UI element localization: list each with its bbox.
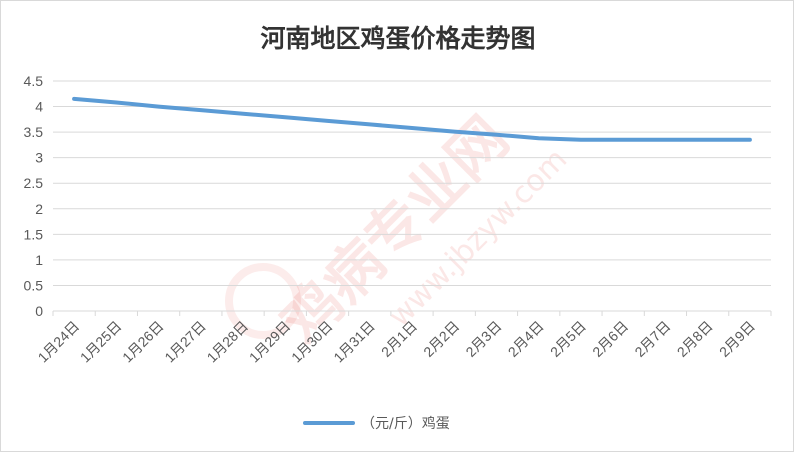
series-line (74, 99, 750, 140)
x-tick-label: 1月26日 (119, 318, 167, 366)
y-tick-label: 3.5 (24, 124, 44, 140)
y-axis-ticks: 0 0.5 1 1.5 2 2.5 3 3.5 4 4.5 (24, 73, 44, 319)
y-tick-label: 4 (35, 99, 43, 115)
y-tick-label: 0 (35, 303, 43, 319)
x-tick-label: 2月6日 (589, 318, 631, 360)
legend-label: （元/斤）鸡蛋 (361, 415, 450, 432)
series-lines (74, 99, 750, 140)
x-tick-label: 1月24日 (35, 318, 83, 366)
legend: （元/斤）鸡蛋 (305, 415, 450, 432)
x-tick-label: 2月4日 (505, 318, 547, 360)
x-tick-label: 2月9日 (716, 318, 758, 360)
y-tick-label: 2 (35, 201, 43, 217)
y-tick-label: 2.5 (24, 175, 44, 191)
x-tick-label: 1月27日 (161, 318, 209, 366)
x-tick-label: 2月5日 (547, 318, 589, 360)
chart-title: 河南地区鸡蛋价格走势图 (260, 24, 535, 53)
x-tick-label: 2月2日 (420, 318, 462, 360)
x-tick-label: 2月7日 (631, 318, 673, 360)
y-tick-label: 1 (35, 252, 43, 268)
x-tick-label: 2月8日 (674, 318, 716, 360)
y-tick-label: 4.5 (24, 73, 44, 89)
x-tick-label: 1月28日 (204, 318, 252, 366)
y-tick-label: 0.5 (24, 277, 44, 293)
x-tick-label: 1月29日 (246, 318, 294, 366)
y-tick-label: 3 (35, 150, 43, 166)
y-tick-label: 1.5 (24, 226, 44, 242)
x-tick-label: 2月3日 (462, 318, 504, 360)
x-tick-label: 1月25日 (77, 318, 125, 366)
